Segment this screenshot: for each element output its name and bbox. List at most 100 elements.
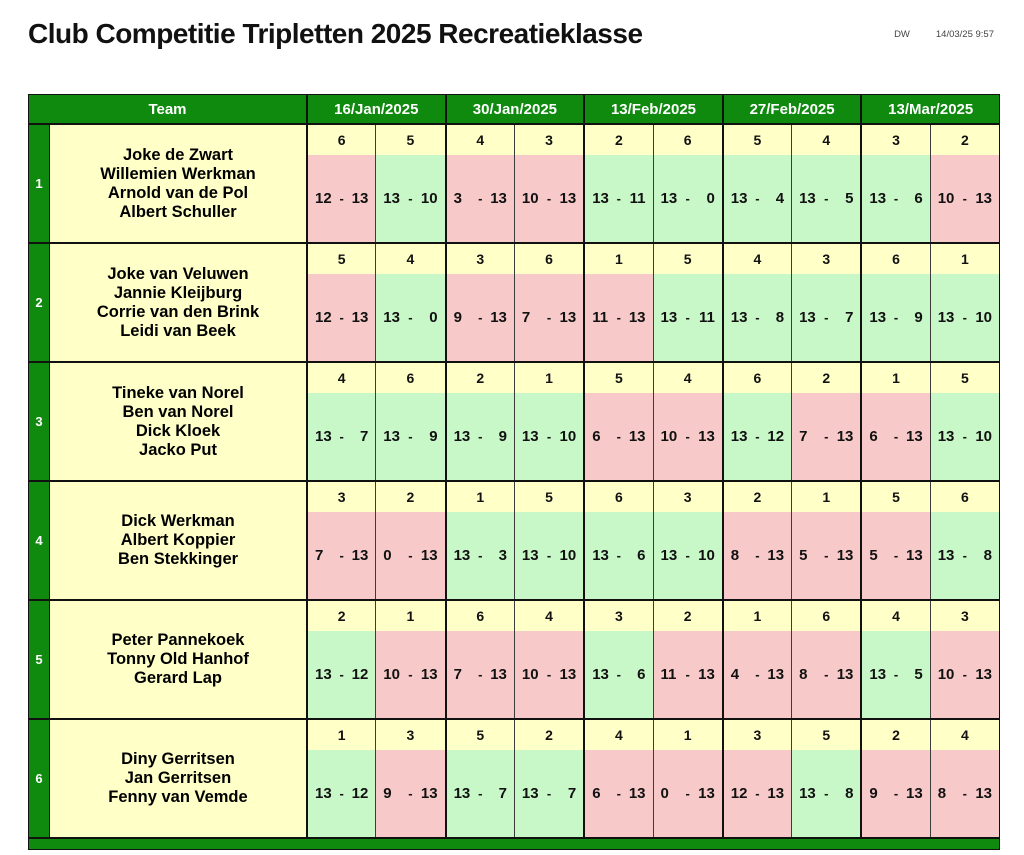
score-separator: - bbox=[478, 786, 483, 801]
opponent-number: 2 bbox=[375, 482, 445, 512]
score-own: 13 bbox=[453, 785, 471, 802]
match-score: 13-10 bbox=[652, 512, 722, 599]
score-separator: - bbox=[755, 310, 760, 325]
opponent-number: 5 bbox=[444, 720, 514, 750]
opponent-number: 1 bbox=[583, 244, 653, 274]
match-score: 0 -13 bbox=[375, 512, 445, 599]
match-score: 13-10 bbox=[929, 274, 999, 361]
score-opponent: 9 bbox=[914, 309, 923, 326]
match-score: 10-13 bbox=[513, 155, 584, 242]
score-own: 13 bbox=[730, 309, 748, 326]
score-own: 13 bbox=[937, 547, 955, 564]
score-separator: - bbox=[478, 667, 483, 682]
score-opponent: 7 bbox=[567, 785, 577, 802]
score-separator: - bbox=[616, 667, 622, 682]
match-score: 13-7 bbox=[306, 393, 376, 480]
score-separator: - bbox=[408, 191, 413, 206]
score-own: 13 bbox=[799, 190, 816, 207]
score-own: 13 bbox=[383, 428, 400, 445]
team-rank: 2 bbox=[29, 244, 49, 361]
score-separator: - bbox=[962, 429, 968, 444]
match-score: 13-7 bbox=[444, 750, 514, 837]
score-opponent: 13 bbox=[420, 547, 438, 564]
score-separator: - bbox=[616, 310, 622, 325]
match-score: 13- 0 bbox=[652, 155, 722, 242]
player-name: Dick Kloek bbox=[135, 421, 221, 440]
opponent-number: 5 bbox=[306, 244, 376, 274]
opponent-number: 2 bbox=[860, 720, 930, 750]
score-opponent: 12 bbox=[351, 666, 369, 683]
score-opponent: 13 bbox=[490, 309, 507, 326]
score-own: 7 bbox=[799, 428, 808, 445]
opponent-number: 1 bbox=[791, 482, 861, 512]
score-opponent: 13 bbox=[906, 547, 923, 564]
score-own: 13 bbox=[521, 428, 539, 445]
match-score: 6-13 bbox=[583, 750, 653, 837]
date-column-header: 13/Mar/2025 bbox=[860, 95, 999, 123]
opponent-number: 3 bbox=[306, 482, 376, 512]
date-column-header: 27/Feb/2025 bbox=[721, 95, 861, 123]
team-rank: 1 bbox=[29, 125, 49, 242]
date-column-header: 13/Feb/2025 bbox=[583, 95, 722, 123]
opponent-number: 4 bbox=[652, 363, 722, 393]
score-separator: - bbox=[546, 786, 552, 801]
opponent-number: 3 bbox=[860, 125, 930, 155]
match-score: 7-13 bbox=[306, 512, 376, 599]
score-separator: - bbox=[755, 786, 760, 801]
score-separator: - bbox=[616, 548, 622, 563]
opponent-number: 5 bbox=[929, 363, 999, 393]
player-name: Tonny Old Hanhof bbox=[107, 650, 249, 668]
score-separator: - bbox=[893, 429, 899, 444]
score-opponent: 13 bbox=[559, 190, 577, 207]
opponent-number: 4 bbox=[791, 125, 861, 155]
player-name: Dick Werkman bbox=[121, 512, 235, 530]
score-own: 13 bbox=[383, 190, 400, 207]
score-own: 13 bbox=[660, 309, 678, 326]
match-score: 12-13 bbox=[306, 274, 376, 361]
score-opponent: 13 bbox=[975, 666, 992, 683]
score-own: 10 bbox=[383, 666, 400, 683]
match-score: 0 -13 bbox=[652, 750, 722, 837]
opponent-number: 6 bbox=[444, 601, 514, 631]
meta-datetime: 14/03/25 9:57 bbox=[935, 29, 994, 40]
score-separator: - bbox=[408, 548, 413, 563]
player-name: Leidi van Beek bbox=[120, 321, 236, 340]
match-score: 13-12 bbox=[306, 631, 376, 718]
opponent-number: 6 bbox=[306, 125, 376, 155]
score-separator: - bbox=[893, 310, 899, 325]
opponent-number: 3 bbox=[929, 601, 999, 631]
match-score: 13-9 bbox=[860, 274, 930, 361]
team-players: Diny Gerritsen Jan Gerritsen Fenny van Vem… bbox=[49, 720, 306, 837]
team-row: 5 Peter Pannekoek Tonny Old Hanhof Gerard L… bbox=[29, 599, 999, 718]
score-opponent: 13 bbox=[628, 309, 646, 326]
score-own: 5 bbox=[869, 547, 878, 564]
score-own: 13 bbox=[730, 428, 748, 445]
team-row: 2 Joke van Veluwen Jannie Kleijburg Corrie … bbox=[29, 242, 999, 361]
match-score: 13-12 bbox=[721, 393, 792, 480]
score-separator: - bbox=[962, 548, 968, 563]
opponent-number: 3 bbox=[652, 482, 722, 512]
score-own: 13 bbox=[592, 190, 609, 207]
score-separator: - bbox=[755, 667, 760, 682]
opponent-number: 1 bbox=[375, 601, 445, 631]
score-opponent: 13 bbox=[975, 190, 992, 207]
team-rank: 3 bbox=[29, 363, 49, 480]
player-name: Willemien Werkman bbox=[100, 164, 256, 183]
date-column-header: 30/Jan/2025 bbox=[444, 95, 584, 123]
score-separator: - bbox=[824, 548, 829, 563]
score-own: 13 bbox=[869, 309, 887, 326]
team-row: 1 Joke de Zwart Willemien Werkman Arnold va… bbox=[29, 123, 999, 242]
match-score: 10-13 bbox=[929, 631, 999, 718]
player-name: Peter Pannekoek bbox=[111, 631, 245, 649]
score-separator: - bbox=[962, 191, 968, 206]
score-own: 13 bbox=[869, 190, 887, 207]
score-opponent: 12 bbox=[351, 785, 369, 802]
table-body: 1 Joke de Zwart Willemien Werkman Arnold va… bbox=[29, 123, 999, 837]
score-separator: - bbox=[408, 667, 413, 682]
opponent-number: 3 bbox=[513, 125, 584, 155]
match-score: 10-13 bbox=[652, 393, 722, 480]
score-own: 13 bbox=[592, 547, 609, 564]
player-name: Corrie van den Brink bbox=[96, 302, 260, 321]
score-opponent: 13 bbox=[559, 666, 577, 683]
